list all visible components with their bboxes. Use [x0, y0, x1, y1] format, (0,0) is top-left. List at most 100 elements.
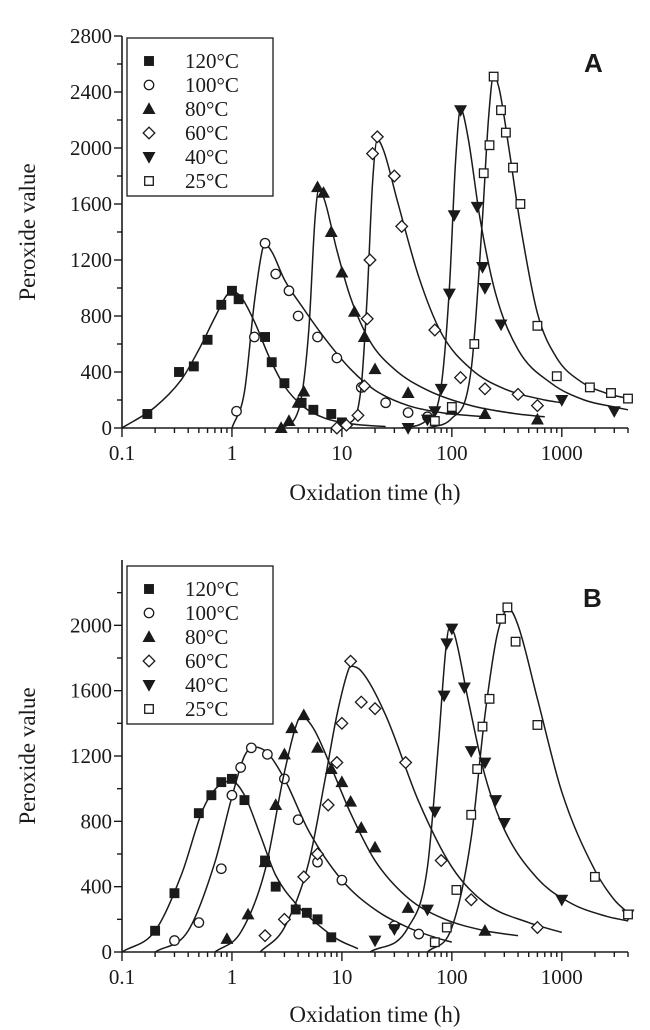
data-point — [446, 402, 457, 412]
data-point — [266, 357, 277, 368]
data-point — [496, 613, 506, 624]
data-point — [502, 602, 513, 613]
y-tick-label: 400 — [81, 875, 113, 899]
data-point — [343, 654, 358, 668]
data-point — [387, 924, 401, 936]
data-point — [297, 384, 311, 397]
data-point — [233, 294, 244, 305]
legend-label: 120°C — [185, 577, 239, 601]
data-point — [297, 870, 311, 884]
legend-marker — [144, 584, 154, 594]
data-point — [311, 741, 324, 753]
legend-label: 60°C — [185, 649, 228, 673]
x-tick-label: 0.1 — [109, 965, 135, 989]
data-point — [169, 935, 180, 946]
y-tick-label: 1600 — [70, 192, 112, 216]
data-point — [326, 932, 337, 943]
legend-label: 100°C — [185, 601, 239, 625]
data-point — [428, 406, 442, 418]
fit-curve — [426, 608, 629, 953]
y-tick-label: 0 — [102, 940, 113, 964]
data-point — [310, 847, 325, 861]
data-point — [354, 695, 368, 709]
data-point — [235, 762, 247, 773]
data-point — [429, 416, 440, 426]
x-tick-label: 0.1 — [109, 441, 135, 465]
y-tick-label: 2000 — [70, 136, 112, 160]
data-point — [169, 888, 180, 899]
y-tick-label: 400 — [81, 360, 113, 384]
data-point — [464, 893, 478, 907]
data-point — [401, 423, 415, 435]
data-point — [401, 901, 415, 913]
data-point — [428, 323, 442, 337]
data-point — [351, 408, 365, 423]
fit-curve — [280, 187, 545, 429]
y-tick-label: 800 — [81, 809, 113, 833]
data-point — [282, 414, 296, 426]
data-point — [285, 721, 299, 734]
x-tick-label: 10 — [331, 441, 352, 465]
legend-label: 120°C — [185, 49, 239, 73]
legend-label: 25°C — [185, 169, 228, 193]
data-point — [291, 396, 305, 408]
data-point — [589, 871, 600, 882]
legend-marker — [143, 79, 155, 91]
data-point — [216, 777, 227, 788]
data-point — [477, 721, 488, 732]
data-point — [241, 907, 255, 920]
data-point — [530, 398, 545, 413]
data-point — [245, 742, 257, 754]
data-point — [623, 393, 633, 404]
data-point — [484, 140, 495, 151]
legend-label: 25°C — [185, 697, 228, 721]
data-point — [401, 386, 415, 398]
data-point — [530, 412, 544, 425]
y-tick-label: 1200 — [70, 744, 112, 768]
series-40CC — [368, 623, 635, 953]
data-point — [478, 168, 489, 179]
data-point — [429, 937, 440, 948]
series-25CC — [427, 71, 633, 429]
data-point — [368, 701, 382, 716]
x-axis-title: Oxidation time (h) — [289, 1002, 460, 1027]
data-point — [555, 894, 569, 907]
series-60CC — [258, 654, 563, 953]
data-point — [478, 924, 492, 936]
data-point — [249, 331, 260, 343]
data-point — [202, 334, 213, 345]
data-point — [370, 130, 385, 144]
data-point — [258, 855, 272, 868]
legend-label: 80°C — [185, 625, 228, 649]
data-point — [311, 180, 324, 193]
data-point — [188, 361, 199, 372]
panel-label: B — [583, 583, 602, 613]
data-point — [344, 795, 358, 807]
legend-marker — [142, 630, 156, 642]
legend-label: 80°C — [185, 97, 228, 121]
data-point — [335, 775, 349, 788]
data-point — [420, 904, 434, 917]
data-point — [206, 790, 217, 801]
data-point — [283, 285, 295, 297]
data-point — [321, 798, 335, 812]
data-point — [326, 409, 337, 419]
legend-marker — [142, 102, 156, 114]
y-tick-label: 2400 — [70, 80, 112, 104]
data-point — [497, 818, 511, 830]
data-point — [363, 253, 377, 267]
data-point — [398, 755, 413, 770]
data-point — [484, 693, 495, 704]
data-point — [394, 219, 409, 234]
y-tick-label: 1600 — [70, 679, 112, 703]
y-axis-title: Peroxide value — [15, 163, 40, 300]
data-point — [464, 746, 478, 758]
data-point — [336, 874, 348, 886]
data-point — [354, 821, 368, 833]
data-point — [335, 716, 349, 731]
data-point — [445, 623, 459, 636]
legend-marker — [144, 176, 154, 186]
legend-label: 60°C — [185, 121, 228, 145]
data-point — [261, 748, 273, 760]
